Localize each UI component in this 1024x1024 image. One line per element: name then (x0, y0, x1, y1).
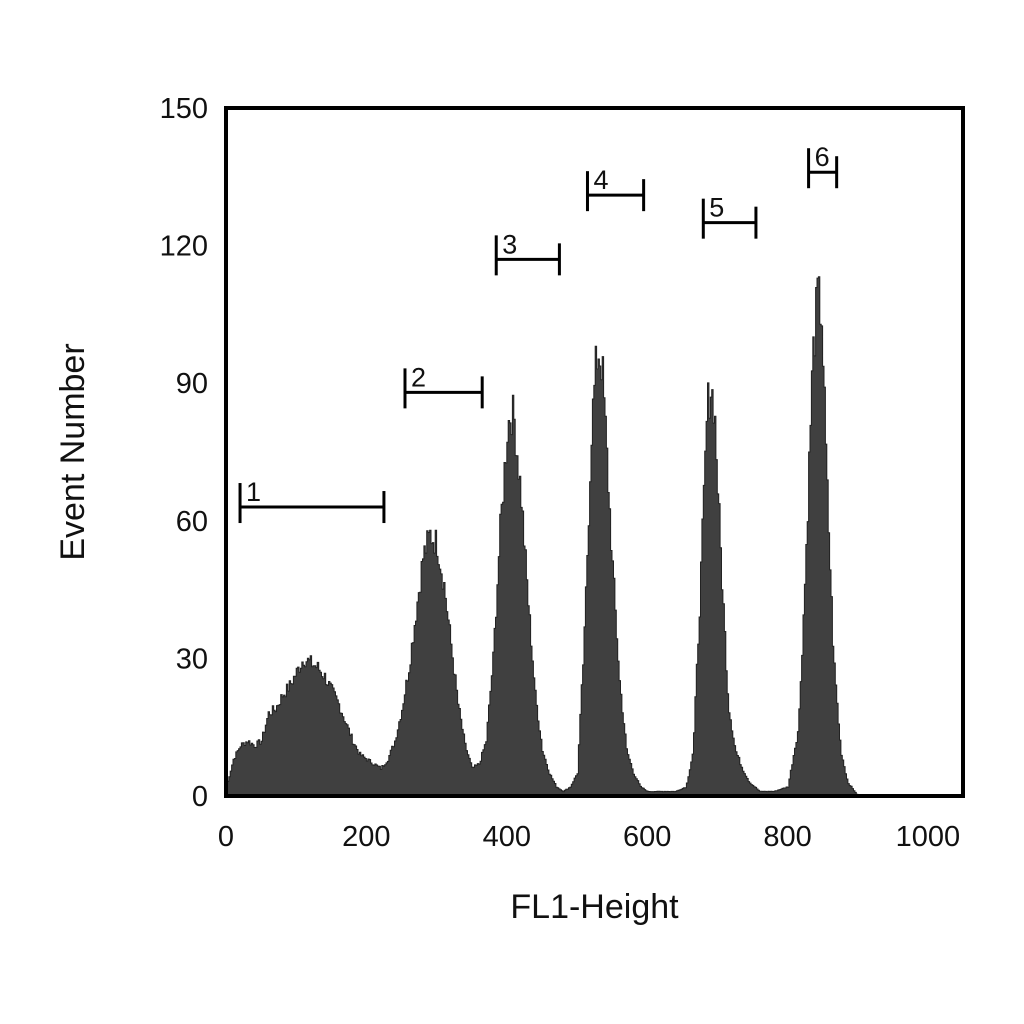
y-tick-label: 90 (176, 368, 208, 400)
gate-marker: 2 (403, 362, 484, 409)
x-tick-label: 200 (342, 821, 390, 853)
x-tick-label: 1000 (896, 821, 961, 853)
plot-frame (224, 106, 965, 798)
gate-label: 1 (246, 477, 261, 507)
gate-marker: 4 (585, 165, 646, 212)
gate-label: 2 (411, 362, 426, 392)
histogram-fill (225, 276, 860, 797)
gate-label: 6 (815, 142, 830, 172)
y-tick-label: 30 (176, 643, 208, 675)
x-tick-label: 0 (218, 821, 234, 853)
gate-label: 5 (709, 193, 724, 223)
gate-marker: 1 (238, 477, 386, 524)
y-axis-title: Event Number (54, 343, 92, 560)
gate-label: 4 (593, 165, 608, 195)
x-tick-label: 400 (483, 821, 531, 853)
x-tick-label: 800 (763, 821, 811, 853)
y-tick-label: 120 (160, 231, 208, 263)
x-tick-label: 600 (623, 821, 671, 853)
x-axis-title: FL1-Height (510, 888, 679, 926)
marker-gates: 1 2 3 4 5 6 (238, 142, 839, 524)
y-tick-label: 0 (192, 781, 208, 813)
gate-marker: 6 (807, 142, 839, 189)
histogram-area (225, 276, 860, 797)
gate-label: 3 (502, 229, 517, 259)
y-tick-label: 150 (160, 93, 208, 125)
y-axis-ticks: 0 30 60 90 120 150 (160, 93, 208, 813)
y-tick-label: 60 (176, 506, 208, 538)
x-axis-ticks: 0 200 400 600 800 1000 (218, 821, 960, 853)
gate-marker: 5 (701, 193, 758, 239)
gate-marker: 3 (494, 229, 561, 276)
